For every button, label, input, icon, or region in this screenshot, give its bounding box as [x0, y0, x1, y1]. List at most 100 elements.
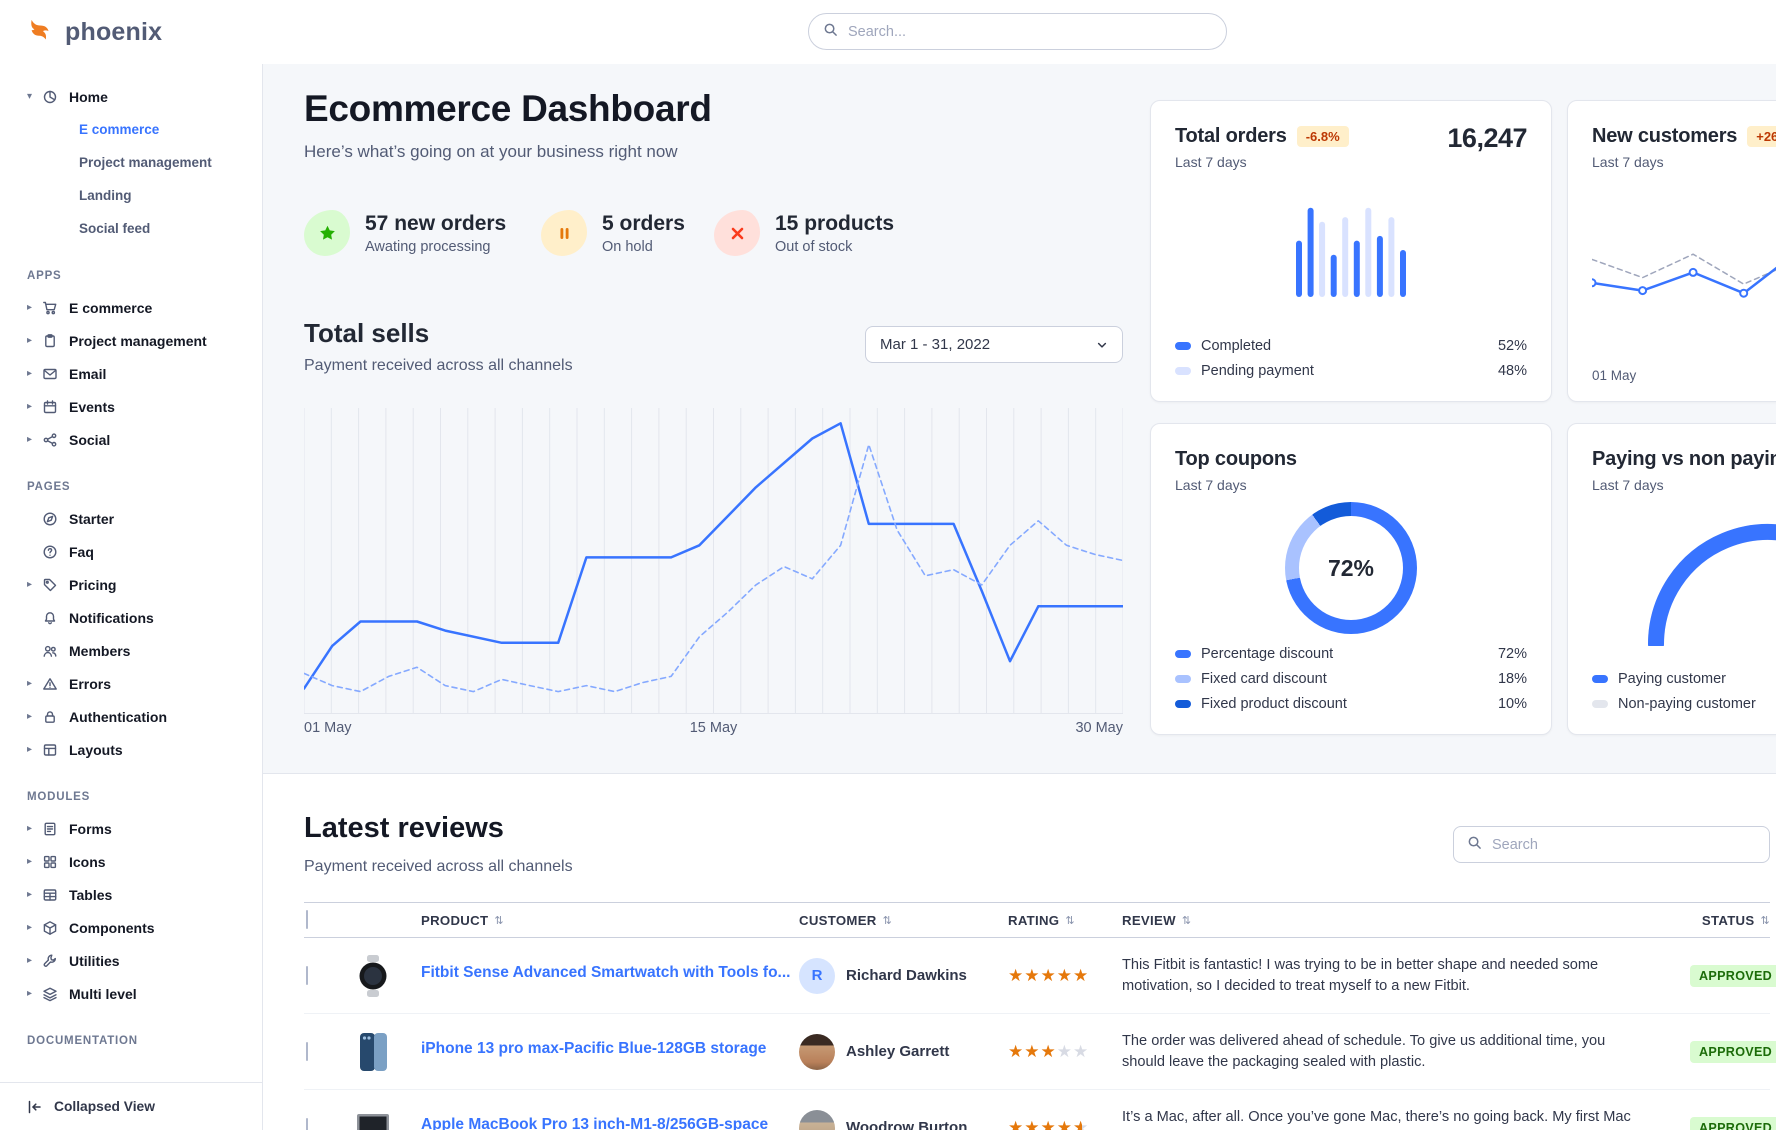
row-checkbox[interactable] — [306, 1117, 308, 1130]
rating-stars: ★★★★★ — [1008, 1042, 1122, 1062]
sidebar-item-home[interactable]: ▾ Home — [27, 88, 108, 105]
brand[interactable]: phoenix — [26, 0, 162, 64]
paying-legend: Paying customer Non-paying customer — [1592, 666, 1776, 716]
stat-new-orders: 57 new orders Awating processing — [304, 210, 506, 256]
star-badge-icon — [304, 210, 350, 256]
sidebar-item-faq[interactable]: Faq — [0, 535, 262, 568]
chevron-right-icon: ▸ — [27, 302, 33, 313]
card-title: Top coupons — [1175, 448, 1297, 470]
search-icon — [823, 22, 838, 42]
chevron-right-icon: ▸ — [27, 678, 33, 689]
sidebar-item-layouts[interactable]: ▸ Layouts — [27, 741, 123, 758]
latest-reviews-title: Latest reviews — [304, 812, 504, 844]
sidebar-item-members[interactable]: Members — [0, 634, 262, 667]
new-customers-card: New customers +26.5% Last 7 days 01 May — [1567, 100, 1776, 402]
layout-icon — [42, 742, 69, 758]
chevron-right-icon: ▸ — [27, 711, 33, 722]
donut-hole — [1299, 516, 1403, 620]
sidebar-item-icons[interactable]: ▸ Icons — [27, 853, 106, 870]
star-filled-icon: ★ — [1024, 1117, 1041, 1130]
product-link[interactable]: Apple MacBook Pro 13 inch-M1-8/256GB-spa… — [421, 1116, 769, 1130]
sidebar-item-starter[interactable]: Starter — [0, 502, 262, 535]
sidebar-item-errors[interactable]: ▸ Errors — [27, 675, 112, 692]
sidebar-item-tables[interactable]: ▸ Tables — [27, 886, 113, 903]
topbar: phoenix — [0, 0, 1776, 64]
dashboard-hero: Ecommerce Dashboard Here’s what’s going … — [263, 64, 1776, 774]
star-filled-icon: ★ — [1008, 1041, 1025, 1061]
star-filled-icon: ★ — [1008, 965, 1025, 985]
sidebar-item-components[interactable]: ▸ Components — [27, 919, 155, 936]
sort-icon: ⇅ — [1065, 914, 1075, 927]
sidebar-item-notifications[interactable]: Notifications — [0, 601, 262, 634]
pause-icon — [541, 210, 587, 256]
sidebar-item-multi-level[interactable]: ▸ Multi level — [27, 985, 137, 1002]
column-header-rating[interactable]: RATING ⇅ — [1008, 912, 1075, 928]
page-title: Ecommerce Dashboard — [304, 88, 712, 129]
tag-icon — [42, 577, 69, 593]
product-image-iphone — [346, 1024, 400, 1079]
row-checkbox[interactable] — [306, 1041, 308, 1061]
total-sells-title: Total sells — [304, 318, 430, 348]
sort-icon: ⇅ — [494, 914, 504, 927]
stat-out-of-stock: 15 products Out of stock — [714, 210, 894, 256]
reviews-search-input[interactable] — [1492, 836, 1756, 853]
product-image-smartwatch — [346, 948, 400, 1003]
total-orders-card: Total orders -6.8% Last 7 days 16,247 Co… — [1150, 100, 1552, 402]
sidebar-item-pricing[interactable]: ▸ Pricing — [27, 576, 117, 593]
card-period: Last 7 days — [1175, 154, 1247, 170]
reviews-search[interactable] — [1453, 826, 1770, 863]
section-title-apps: APPS — [27, 270, 62, 282]
table-row: Fitbit Sense Advanced Smartwatch with To… — [304, 938, 1776, 1014]
global-search-input[interactable] — [848, 23, 1212, 40]
search-icon — [1467, 835, 1482, 855]
total-sells-subtitle: Payment received across all channels — [304, 357, 573, 374]
customer-name: Ashley Garrett — [846, 1043, 950, 1060]
review-text: This Fitbit is fantastic! I was trying t… — [1122, 957, 1599, 994]
review-text: It’s a Mac, after all. Once you’ve gone … — [1122, 1109, 1631, 1130]
select-all-checkbox[interactable] — [306, 910, 308, 929]
avatar — [799, 1033, 835, 1070]
rating-stars: ★★★★★ ★ — [1008, 1118, 1122, 1130]
trend-badge: -6.8% — [1296, 126, 1349, 147]
question-circle-icon — [42, 544, 69, 560]
sidebar-item-e-commerce-app[interactable]: ▸ E commerce — [27, 299, 153, 316]
sidebar-subitem-project-management[interactable]: Project management — [79, 155, 212, 170]
sidebar-item-email[interactable]: ▸ Email — [27, 365, 107, 382]
column-header-product[interactable]: PRODUCT ⇅ — [421, 912, 504, 928]
paying-gauge-chart — [1648, 516, 1776, 652]
product-link[interactable]: Fitbit Sense Advanced Smartwatch with To… — [421, 964, 791, 981]
sidebar-item-project-management-app[interactable]: ▸ Project management — [27, 332, 207, 349]
star-filled-icon: ★ — [1024, 1041, 1041, 1061]
sidebar-subitem-e-commerce[interactable]: E commerce — [79, 122, 160, 137]
chevron-right-icon: ▸ — [27, 335, 33, 346]
reviews-table: PRODUCT ⇅ CUSTOMER ⇅ RATING ⇅ REVIEW ⇅ STATU… — [304, 902, 1776, 1130]
table-row: Apple MacBook Pro 13 inch-M1-8/256GB-spa… — [304, 1090, 1776, 1130]
sidebar-item-authentication[interactable]: ▸ Authentication — [27, 708, 167, 725]
date-range-select[interactable]: Mar 1 - 31, 2022 — [865, 326, 1123, 363]
sidebar-item-events[interactable]: ▸ Events — [27, 398, 115, 415]
chevron-right-icon: ▸ — [27, 856, 33, 867]
total-sells-x-axis: 01 May 15 May 30 May — [304, 720, 1123, 736]
product-link[interactable]: iPhone 13 pro max-Pacific Blue-128GB sto… — [421, 1040, 767, 1057]
latest-reviews-subtitle: Payment received across all channels — [304, 858, 573, 875]
section-title-documentation: DOCUMENTATION — [27, 1035, 138, 1047]
donut-center-value: 72% — [1327, 554, 1375, 581]
sidebar-subitem-social-feed[interactable]: Social feed — [79, 221, 151, 236]
sidebar-item-social[interactable]: ▸ Social — [27, 431, 111, 448]
compass-icon — [42, 511, 69, 527]
status-badge: APPROVED✓ — [1690, 1040, 1776, 1063]
collapse-sidebar-button[interactable]: Collapsed View — [0, 1082, 262, 1130]
sidebar-item-utilities[interactable]: ▸ Utilities — [27, 952, 120, 969]
legend-bullet — [1175, 674, 1191, 683]
row-checkbox[interactable] — [306, 965, 308, 985]
sidebar-subitem-landing[interactable]: Landing — [79, 188, 132, 203]
column-header-customer[interactable]: CUSTOMER ⇅ — [799, 912, 893, 928]
sidebar-item-forms[interactable]: ▸ Forms — [27, 820, 112, 837]
column-header-status[interactable]: STATUS ⇅ — [1701, 912, 1770, 928]
card-title: Total orders — [1175, 125, 1287, 147]
global-search[interactable] — [808, 13, 1227, 50]
grid-icon — [42, 854, 69, 870]
star-filled-icon: ★ — [1056, 965, 1073, 985]
new-customers-x-label: 01 May — [1592, 368, 1637, 383]
column-header-review[interactable]: REVIEW ⇅ — [1122, 912, 1192, 928]
